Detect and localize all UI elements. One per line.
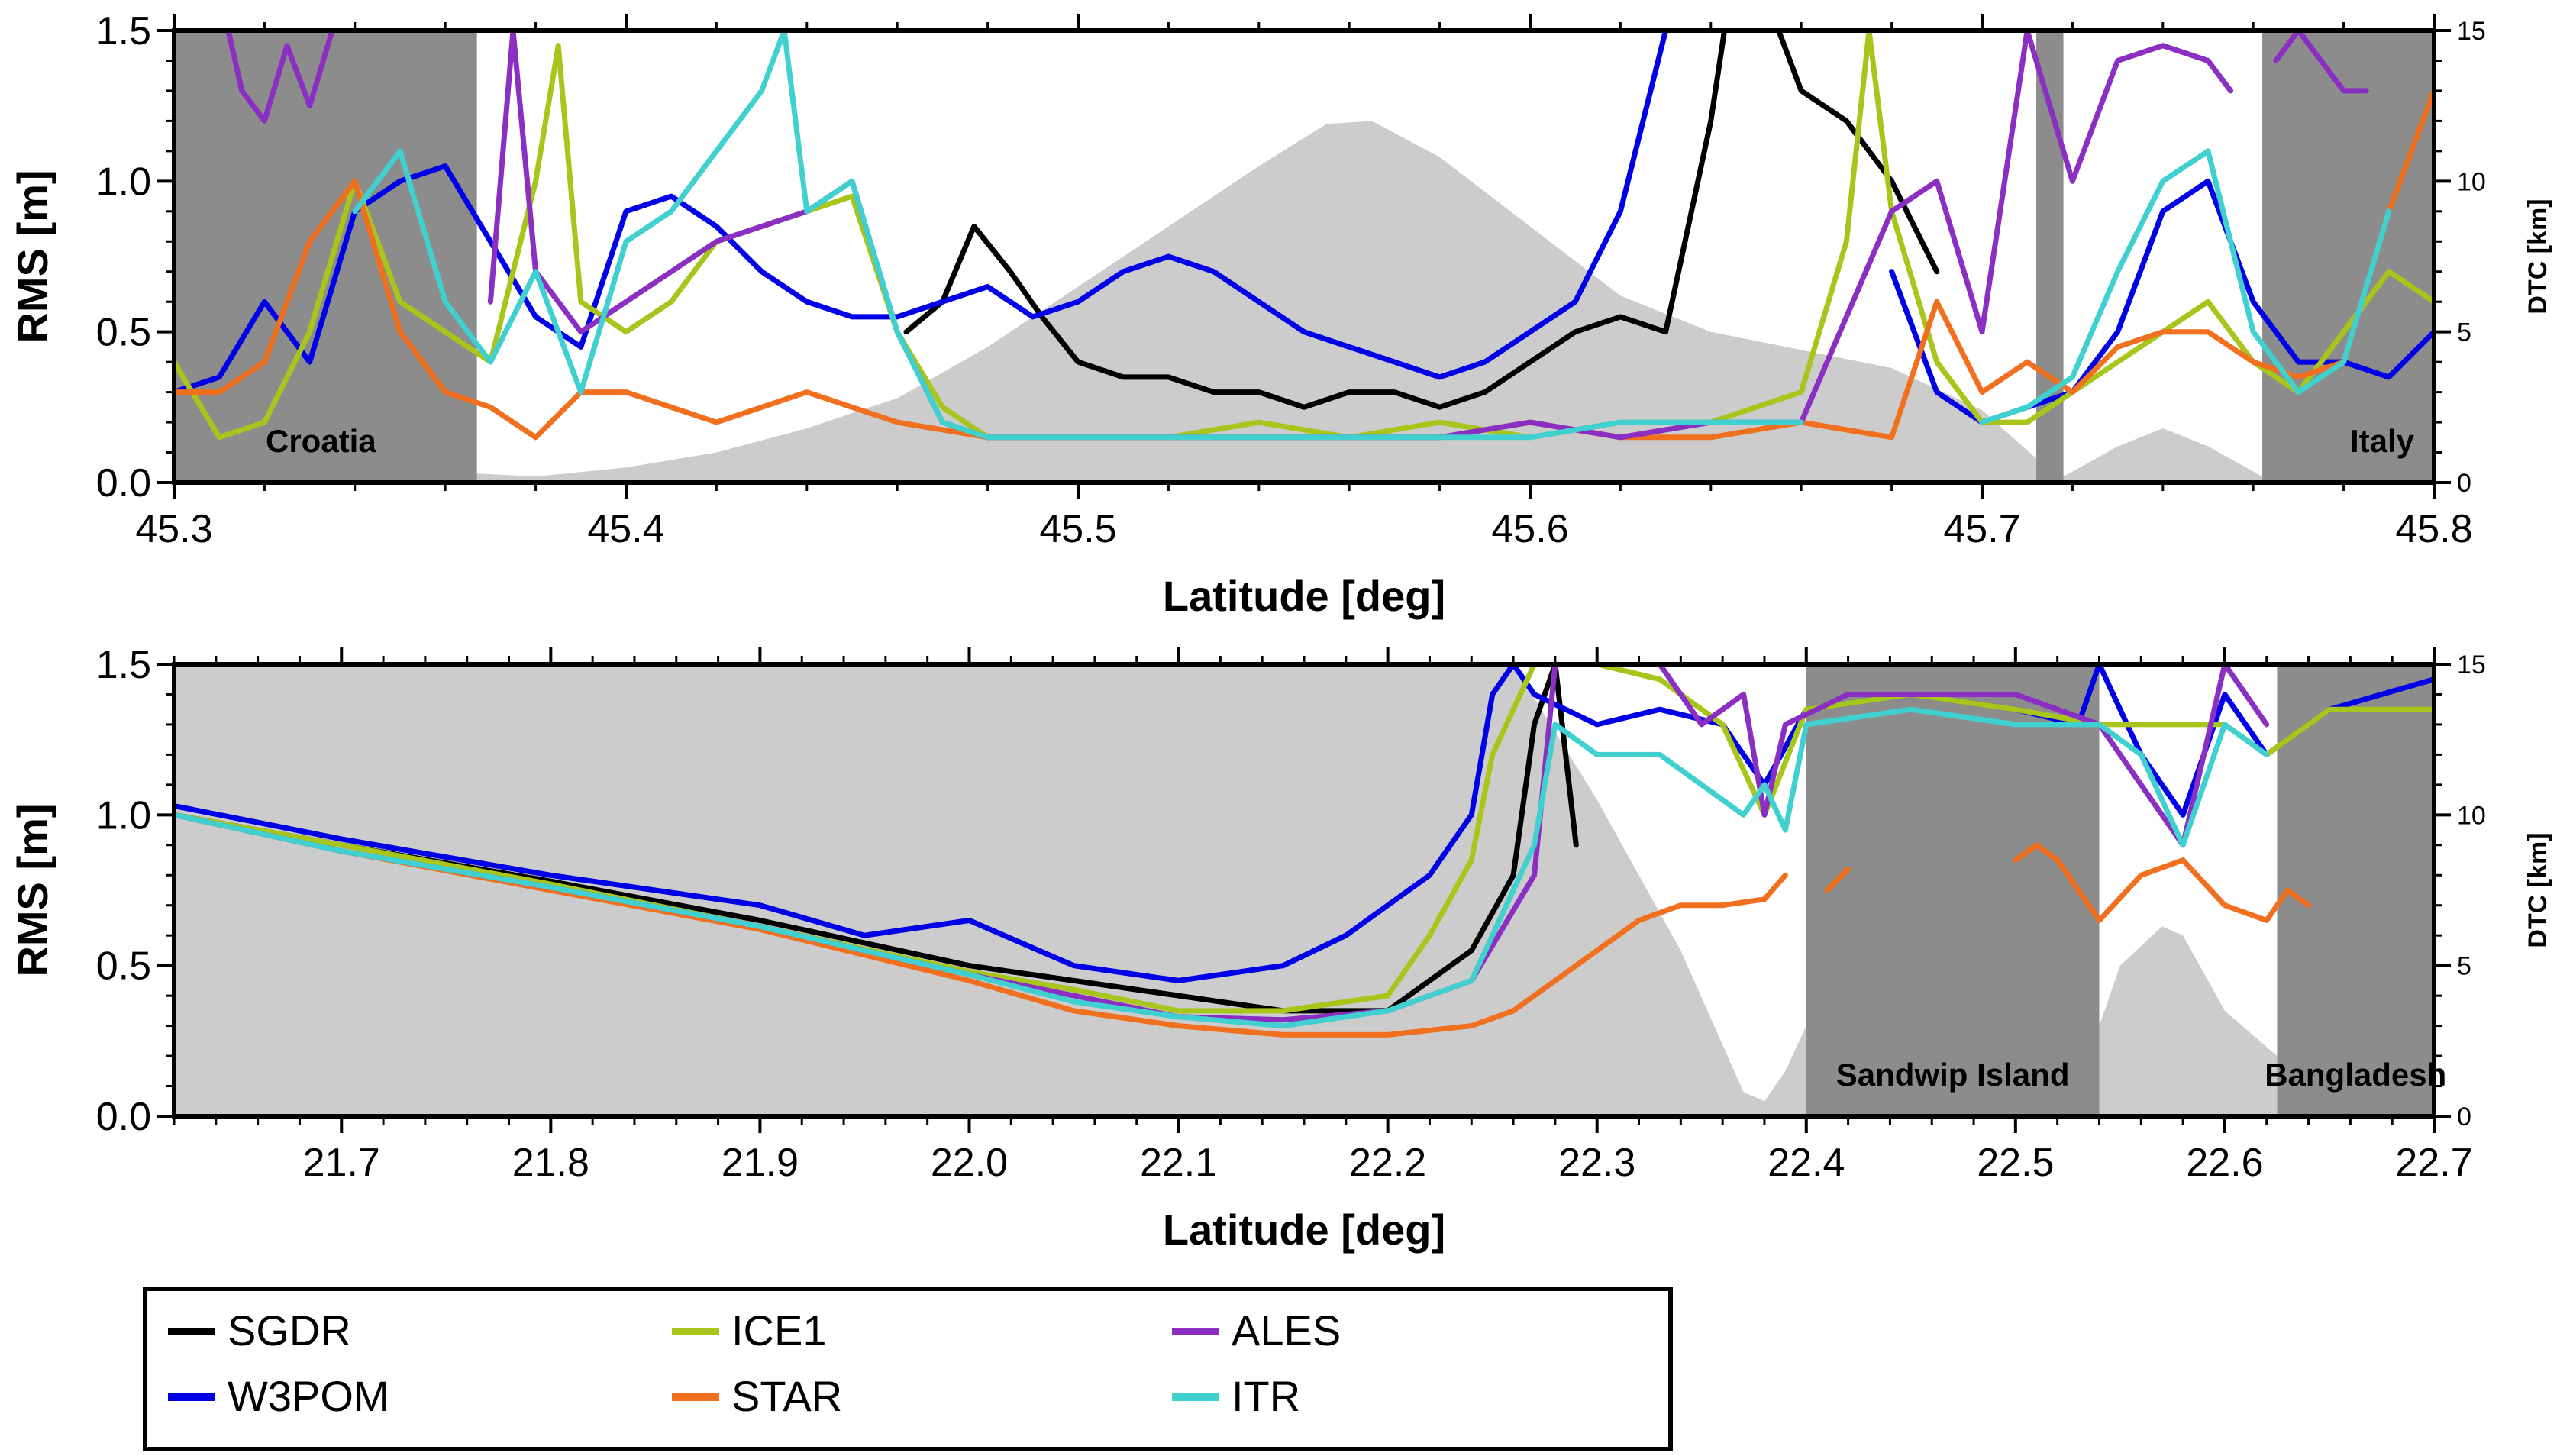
region-label-sandwip-island: Sandwip Island (1836, 1057, 2070, 1093)
x-tick-label: 45.7 (1943, 507, 2020, 551)
y2-tick-label: 0 (2457, 1102, 2471, 1132)
x-tick-label: 22.1 (1140, 1141, 1217, 1185)
land-region-1 (2277, 664, 2434, 1116)
series-line-ice1 (174, 31, 2434, 441)
legend-label-star: STAR (731, 1372, 842, 1420)
x-tick-label: 45.3 (135, 507, 212, 551)
region-label-croatia: Croatia (266, 423, 376, 459)
x-axis-label: Latitude [deg] (1163, 1206, 1445, 1254)
plot-frame (172, 28, 2436, 485)
y-axis-label: RMS [m] (8, 169, 56, 343)
x-tick-label: 45.6 (1491, 507, 1568, 551)
x-tick-label: 22.4 (1768, 1141, 1845, 1185)
y-axis-label: RMS [m] (8, 803, 56, 977)
x-tick-label: 22.6 (2186, 1141, 2263, 1185)
legend-label-sgdr: SGDR (228, 1306, 351, 1354)
land-region-2 (2262, 31, 2434, 483)
bottom-panel: Sandwip Island Bangladesh 21.7 21.8 21.9 22.0… (8, 643, 2552, 1254)
y-tick-label: 1.0 (96, 160, 151, 204)
x-tick-label: 22.5 (1977, 1141, 2054, 1185)
y-tick-label: 1.5 (96, 643, 151, 687)
region-label-bangladesh: Bangladesh (2265, 1057, 2446, 1093)
y2-tick-label: 0 (2457, 469, 2471, 498)
y2-tick-label: 10 (2457, 801, 2486, 830)
land-region-0 (174, 31, 477, 483)
x-tick-label: 21.9 (722, 1141, 799, 1185)
y2-axis-label: DTC [km] (2523, 199, 2552, 314)
legend: SGDR W3POM ICE1 STAR ALES ITR (143, 1287, 1673, 1451)
series-line-star (174, 812, 2312, 1038)
dtc-area (174, 121, 2434, 483)
y-tick-label: 0.0 (96, 1095, 151, 1139)
series-line-itr (352, 31, 2392, 441)
legend-label-ales: ALES (1232, 1306, 1341, 1354)
dtc-area (174, 664, 2278, 1116)
x-tick-label: 22.0 (931, 1141, 1008, 1185)
y2-tick-label: 15 (2457, 17, 2486, 46)
y-tick-label: 1.0 (96, 793, 151, 838)
region-label-italy: Italy (2350, 423, 2415, 459)
y-tick-label: 0.5 (96, 311, 151, 355)
series-line-sgdr (903, 31, 1940, 410)
legend-box (143, 1287, 1673, 1451)
y-tick-label: 1.5 (96, 9, 151, 53)
land-region-0 (1806, 664, 2100, 1116)
top-panel: Croatia Italy 45.3 45.4 45.5 45.6 45.7 45.8 0.0 0… (8, 9, 2552, 620)
x-tick-label: 22.2 (1349, 1141, 1426, 1185)
series-line-itr (174, 706, 2270, 1029)
y2-axis-label: DTC [km] (2523, 832, 2552, 948)
x-tick-label: 21.8 (512, 1141, 589, 1185)
x-tick-label: 22.3 (1558, 1141, 1635, 1185)
y2-tick-label: 5 (2457, 952, 2471, 981)
legend-label-itr: ITR (1232, 1372, 1300, 1420)
y2-tick-label: 15 (2457, 651, 2486, 680)
legend-label-ice1: ICE1 (731, 1306, 827, 1354)
x-tick-label: 45.8 (2395, 507, 2472, 551)
x-tick-label: 45.4 (587, 507, 664, 551)
y-tick-label: 0.0 (96, 461, 151, 505)
legend-label-w3pom: W3POM (228, 1372, 389, 1420)
y2-tick-label: 5 (2457, 318, 2471, 347)
x-tick-label: 21.7 (303, 1141, 380, 1185)
x-tick-label: 22.7 (2395, 1141, 2472, 1185)
x-axis-label: Latitude [deg] (1163, 572, 1445, 620)
y-tick-label: 0.5 (96, 944, 151, 989)
x-tick-label: 45.5 (1039, 507, 1116, 551)
y2-tick-label: 10 (2457, 167, 2486, 196)
